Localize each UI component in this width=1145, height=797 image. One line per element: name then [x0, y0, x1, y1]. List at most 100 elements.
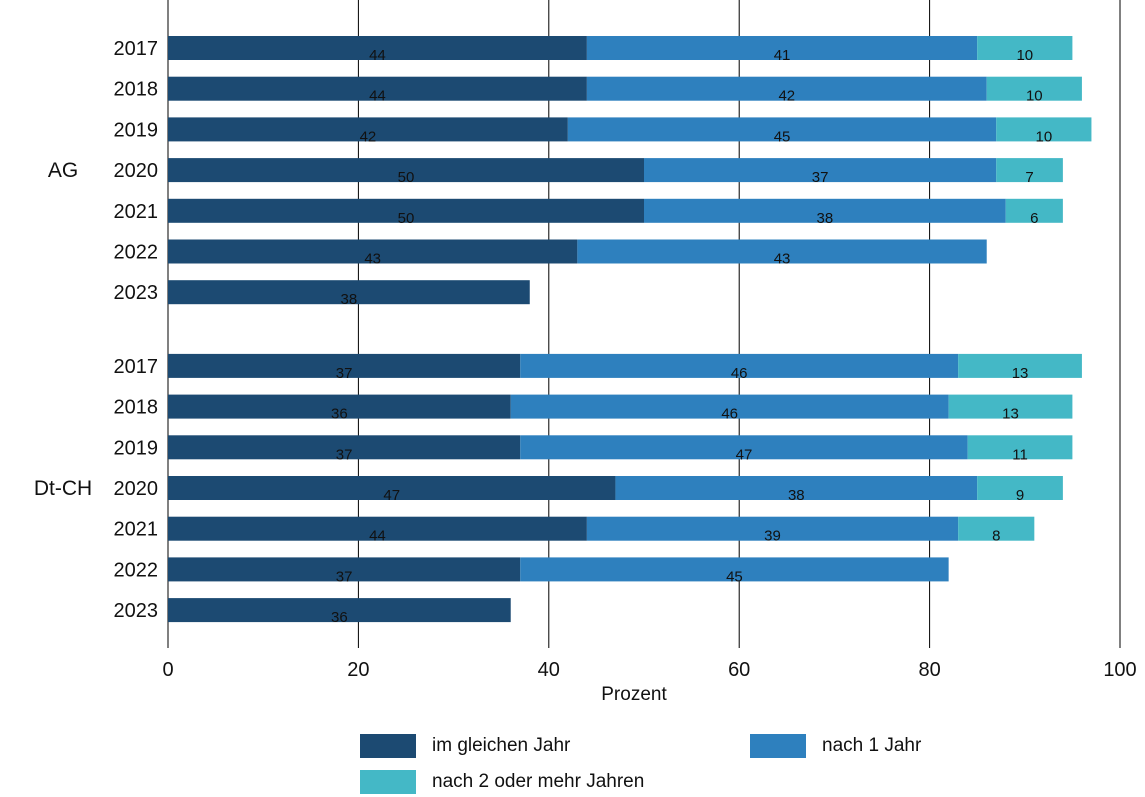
y-tick-label-ag-2017: 2017 — [114, 38, 159, 60]
bars — [168, 36, 1092, 623]
bar-ag-2017-im-gleichen-jahr — [168, 36, 587, 60]
y-axis-labels: 2017 2018 2019 2020 2021 2022 2023 AG 2017 2018 20… — [34, 38, 158, 622]
bar-dt-ch-2020-nach-2-oder-mehr-jahren — [977, 476, 1063, 500]
legend-label-after-1-year: nach 1 Jahr — [822, 735, 922, 756]
y-tick-label-ag-2021: 2021 — [114, 201, 159, 223]
bar-ag-2022-nach-1-jahr — [577, 239, 987, 264]
data-label-dt-ch-2017-nach-2-oder-mehr-jahren: 13 — [1012, 365, 1029, 382]
data-label-ag-2020-nach-1-jahr: 37 — [812, 169, 829, 186]
group-label-dt-ch: Dt-CH — [34, 477, 92, 500]
data-label-ag-2018-nach-2-oder-mehr-jahren: 10 — [1026, 88, 1043, 105]
bar-ag-2021-nach-1-jahr — [644, 198, 1006, 223]
data-label-ag-2017-im-gleichen-jahr: 44 — [369, 47, 386, 64]
legend-swatch-after-1-year — [750, 734, 806, 758]
data-label-dt-ch-2022-nach-1-jahr: 45 — [726, 568, 743, 585]
data-label-dt-ch-2021-nach-1-jahr: 39 — [764, 528, 781, 545]
x-axis-labels: 0 20 40 60 80 100 — [162, 659, 1136, 681]
bar-ag-2021-nach-2-oder-mehr-jahren — [1005, 198, 1063, 223]
data-label-ag-2021-nach-1-jahr: 38 — [817, 210, 834, 227]
data-label-dt-ch-2019-im-gleichen-jahr: 37 — [336, 446, 353, 463]
bar-ag-2019-nach-2-oder-mehr-jahren — [996, 117, 1092, 142]
y-tick-label-dt-ch-2018: 2018 — [114, 397, 159, 419]
bar-dt-ch-2018-nach-1-jahr — [510, 394, 949, 419]
bar-ag-2018-im-gleichen-jahr — [168, 76, 587, 101]
bar-ag-2018-nach-2-oder-mehr-jahren — [986, 76, 1082, 101]
legend: im gleichen Jahr nach 1 Jahr nach 2 oder… — [360, 734, 1000, 794]
y-tick-label-dt-ch-2017: 2017 — [114, 356, 159, 378]
legend-label-same-year: im gleichen Jahr — [432, 735, 571, 756]
data-label-ag-2022-im-gleichen-jahr: 43 — [364, 251, 381, 268]
bar-dt-ch-2021-im-gleichen-jahr — [168, 516, 587, 541]
data-label-ag-2020-nach-2-oder-mehr-jahren: 7 — [1025, 169, 1033, 186]
bar-ag-2020-nach-1-jahr — [644, 158, 997, 183]
x-tick-label-0: 0 — [162, 659, 173, 681]
data-label-dt-ch-2017-nach-1-jahr: 46 — [731, 365, 748, 382]
data-label-dt-ch-2021-im-gleichen-jahr: 44 — [369, 528, 386, 545]
bar-dt-ch-2019-nach-1-jahr — [520, 435, 968, 460]
bar-dt-ch-2021-nach-1-jahr — [586, 516, 959, 541]
legend-item-after-1-year: nach 1 Jahr — [750, 734, 921, 758]
bar-ag-2017-nach-1-jahr — [586, 36, 978, 60]
bar-ag-2019-im-gleichen-jahr — [168, 117, 568, 142]
x-tick-label-60: 60 — [728, 659, 750, 681]
x-axis-title: Prozent — [601, 684, 667, 705]
y-tick-label-dt-ch-2023: 2023 — [114, 600, 159, 622]
bar-ag-2020-im-gleichen-jahr — [168, 158, 644, 183]
data-label-dt-ch-2018-nach-1-jahr: 46 — [721, 406, 738, 423]
legend-swatch-after-2-years — [360, 770, 416, 794]
y-tick-label-dt-ch-2019: 2019 — [114, 437, 159, 459]
data-label-dt-ch-2018-nach-2-oder-mehr-jahren: 13 — [1002, 406, 1019, 423]
legend-label-after-2-years: nach 2 oder mehr Jahren — [432, 771, 645, 792]
legend-item-after-2-years: nach 2 oder mehr Jahren — [360, 770, 644, 794]
bar-dt-ch-2017-nach-1-jahr — [520, 353, 959, 378]
bar-dt-ch-2017-nach-2-oder-mehr-jahren — [958, 353, 1082, 378]
bar-ag-2018-nach-1-jahr — [586, 76, 987, 101]
data-label-ag-2017-nach-2-oder-mehr-jahren: 10 — [1016, 47, 1033, 64]
bar-dt-ch-2020-im-gleichen-jahr — [168, 476, 616, 500]
y-tick-label-dt-ch-2022: 2022 — [114, 559, 159, 581]
data-labels: 44 41 10 44 42 10 42 45 10 50 37 7 50 38 6 43 43 38 37 46 13… — [331, 47, 1052, 626]
data-label-ag-2019-im-gleichen-jahr: 42 — [360, 128, 377, 145]
bar-dt-ch-2023-im-gleichen-jahr — [168, 598, 511, 623]
data-label-ag-2021-im-gleichen-jahr: 50 — [398, 210, 415, 227]
data-label-dt-ch-2021-nach-2-oder-mehr-jahren: 8 — [992, 528, 1000, 545]
group-label-ag: AG — [48, 159, 78, 182]
legend-swatch-same-year — [360, 734, 416, 758]
y-tick-label-ag-2020: 2020 — [114, 160, 159, 182]
data-label-dt-ch-2017-im-gleichen-jahr: 37 — [336, 365, 353, 382]
data-label-ag-2021-nach-2-oder-mehr-jahren: 6 — [1030, 210, 1038, 227]
data-label-ag-2022-nach-1-jahr: 43 — [774, 251, 791, 268]
y-tick-label-dt-ch-2021: 2021 — [114, 519, 159, 541]
data-label-ag-2023-im-gleichen-jahr: 38 — [341, 291, 358, 308]
bar-dt-ch-2022-im-gleichen-jahr — [168, 557, 521, 582]
legend-item-same-year: im gleichen Jahr — [360, 734, 570, 758]
data-label-dt-ch-2018-im-gleichen-jahr: 36 — [331, 406, 348, 423]
data-label-dt-ch-2020-nach-1-jahr: 38 — [788, 487, 805, 504]
bar-ag-2023-im-gleichen-jahr — [168, 280, 530, 305]
x-tick-label-20: 20 — [347, 659, 369, 681]
data-label-dt-ch-2020-im-gleichen-jahr: 47 — [383, 487, 400, 504]
data-label-dt-ch-2019-nach-1-jahr: 47 — [736, 446, 753, 463]
y-tick-label-ag-2023: 2023 — [114, 282, 159, 304]
y-tick-label-ag-2022: 2022 — [114, 242, 159, 264]
data-label-dt-ch-2019-nach-2-oder-mehr-jahren: 11 — [1012, 446, 1028, 463]
bar-ag-2022-im-gleichen-jahr — [168, 239, 578, 264]
x-tick-label-100: 100 — [1103, 659, 1136, 681]
data-label-dt-ch-2020-nach-2-oder-mehr-jahren: 9 — [1016, 487, 1024, 504]
data-label-ag-2019-nach-2-oder-mehr-jahren: 10 — [1035, 128, 1052, 145]
bar-ag-2021-im-gleichen-jahr — [168, 198, 644, 223]
bar-ag-2019-nach-1-jahr — [567, 117, 997, 142]
bar-dt-ch-2020-nach-1-jahr — [615, 476, 978, 500]
data-label-ag-2018-im-gleichen-jahr: 44 — [369, 88, 386, 105]
y-tick-label-ag-2018: 2018 — [114, 79, 159, 101]
x-tick-label-40: 40 — [538, 659, 560, 681]
bar-ag-2017-nach-2-oder-mehr-jahren — [977, 36, 1073, 60]
data-label-ag-2020-im-gleichen-jahr: 50 — [398, 169, 415, 186]
bar-dt-ch-2018-im-gleichen-jahr — [168, 394, 511, 419]
bar-dt-ch-2021-nach-2-oder-mehr-jahren — [958, 516, 1035, 541]
data-label-dt-ch-2022-im-gleichen-jahr: 37 — [336, 568, 353, 585]
bar-dt-ch-2018-nach-2-oder-mehr-jahren — [948, 394, 1073, 419]
bar-ag-2020-nach-2-oder-mehr-jahren — [996, 158, 1063, 183]
bar-dt-ch-2019-im-gleichen-jahr — [168, 435, 521, 460]
